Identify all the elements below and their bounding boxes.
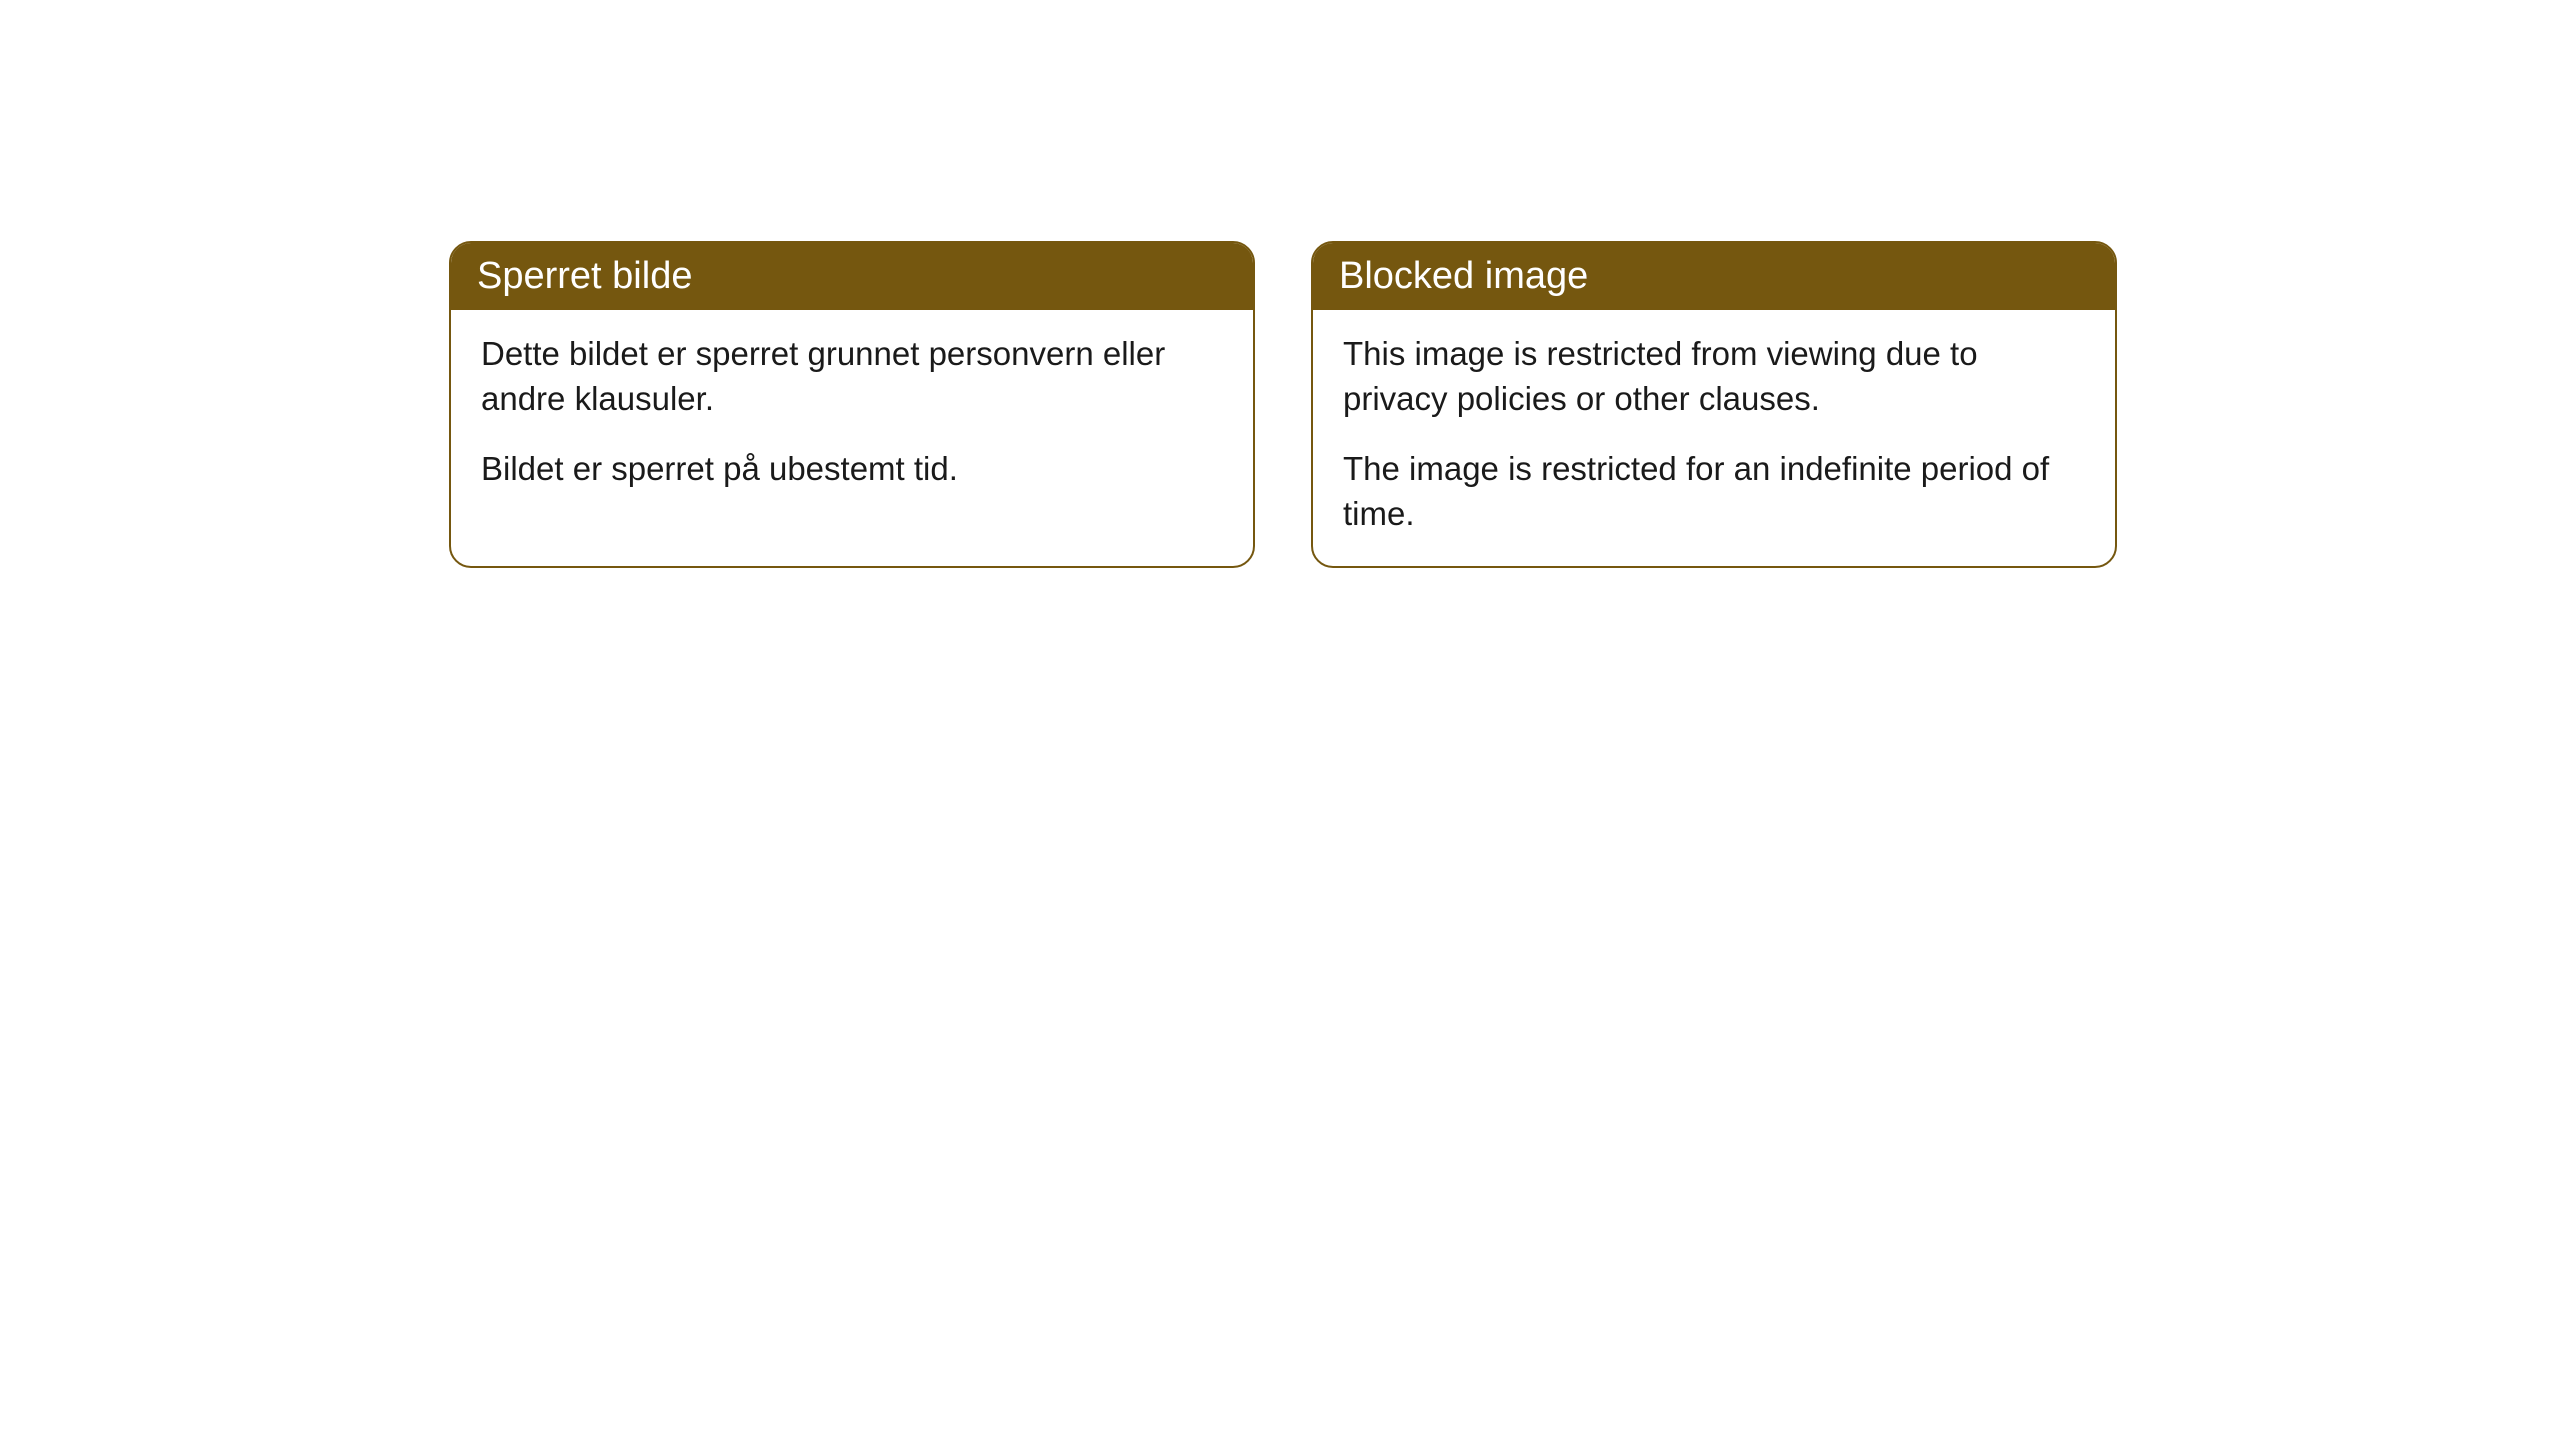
card-body-norwegian: Dette bildet er sperret grunnet personve… bbox=[451, 310, 1253, 522]
cards-container: Sperret bilde Dette bildet er sperret gr… bbox=[449, 241, 2117, 568]
card-header-english: Blocked image bbox=[1313, 243, 2115, 310]
card-paragraph: The image is restricted for an indefinit… bbox=[1343, 447, 2085, 536]
card-body-english: This image is restricted from viewing du… bbox=[1313, 310, 2115, 566]
card-paragraph: This image is restricted from viewing du… bbox=[1343, 332, 2085, 421]
card-title: Sperret bilde bbox=[477, 255, 692, 297]
card-paragraph: Dette bildet er sperret grunnet personve… bbox=[481, 332, 1223, 421]
card-title: Blocked image bbox=[1339, 255, 1588, 297]
card-header-norwegian: Sperret bilde bbox=[451, 243, 1253, 310]
card-paragraph: Bildet er sperret på ubestemt tid. bbox=[481, 447, 1223, 492]
card-norwegian: Sperret bilde Dette bildet er sperret gr… bbox=[449, 241, 1255, 568]
card-english: Blocked image This image is restricted f… bbox=[1311, 241, 2117, 568]
